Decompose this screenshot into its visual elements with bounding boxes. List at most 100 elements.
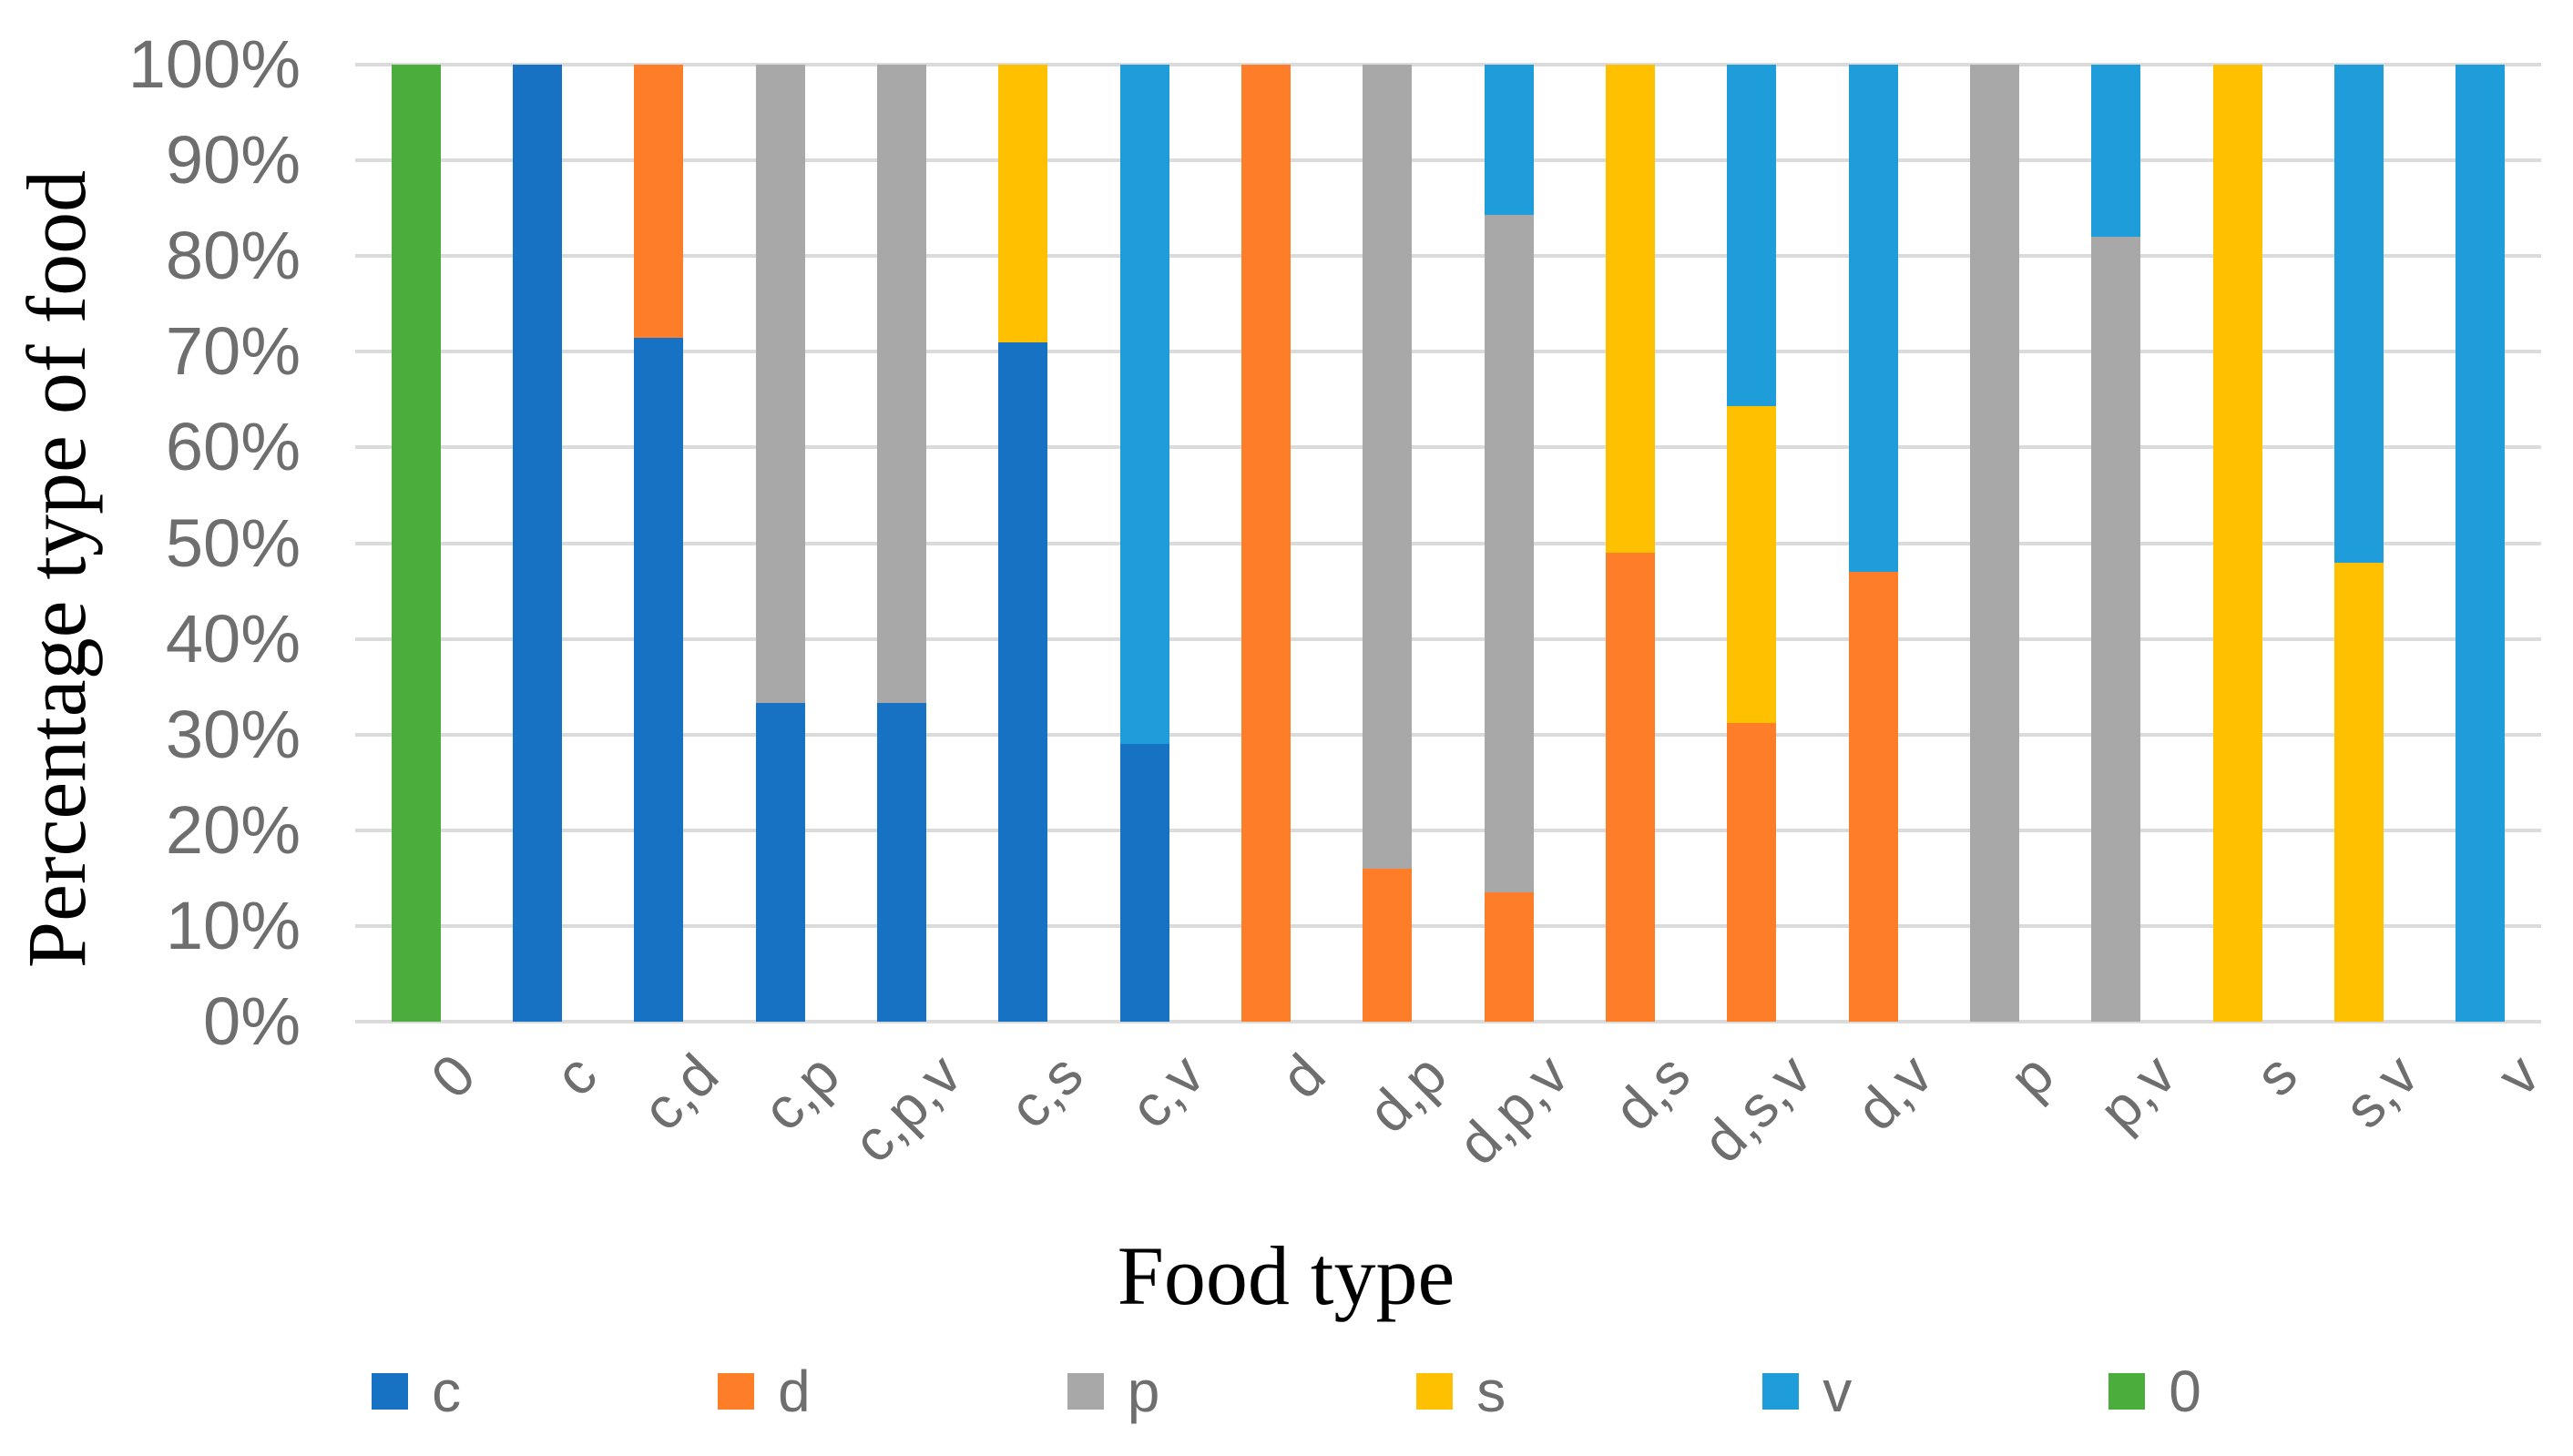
legend-swatch-d — [718, 1373, 755, 1410]
gridline-10 — [355, 923, 2541, 928]
bar-segment-d,s,v-d — [1727, 723, 1777, 1022]
bar-v — [2420, 65, 2541, 1022]
bar-s,v — [2298, 65, 2419, 1022]
bar-s — [2177, 65, 2298, 1022]
x-tick-label-c,d: c,d — [628, 1041, 731, 1144]
bar-segment-c,p-p — [755, 65, 805, 704]
y-tick-label-100: 100% — [128, 26, 301, 102]
x-tick-label-c,p,v: c,p,v — [840, 1041, 974, 1176]
bar-segment-d,p,v-p — [1484, 215, 1534, 893]
bar-p,v — [2056, 65, 2177, 1022]
gridline-30 — [355, 732, 2541, 737]
legend-label-c: c — [432, 1359, 462, 1424]
y-tick-label-80: 80% — [165, 218, 301, 294]
y-tick-label-50: 50% — [165, 504, 301, 581]
legend-item-p: p — [1067, 1359, 1160, 1424]
gridline-80 — [355, 254, 2541, 259]
legend-label-0: 0 — [2169, 1359, 2201, 1424]
bar-segment-c,s-s — [998, 65, 1048, 342]
legend-swatch-s — [1416, 1373, 1454, 1410]
legend-swatch-v — [1762, 1373, 1800, 1410]
x-axis-title: Food type — [1117, 1229, 1455, 1322]
bar-segment-c,p,v-c — [876, 703, 926, 1022]
legend-label-d: d — [778, 1359, 811, 1424]
y-tick-label-90: 90% — [165, 122, 301, 199]
bar-0 — [355, 65, 476, 1022]
legend-label-s: s — [1476, 1359, 1506, 1424]
legend-item-d: d — [718, 1362, 811, 1420]
gridline-90 — [355, 158, 2541, 163]
bar-segment-d,p,v-v — [1484, 65, 1534, 216]
x-tick-label-d,v: d,v — [1843, 1041, 1945, 1144]
gridline-60 — [355, 445, 2541, 450]
bar-segment-d-d — [1241, 65, 1291, 1022]
bar-d,v — [1812, 65, 1934, 1022]
x-tick-label-c,v: c,v — [1117, 1041, 1217, 1141]
y-tick-label-30: 30% — [165, 696, 301, 772]
gridline-100 — [355, 63, 2541, 66]
x-tick-label-d,s: d,s — [1600, 1041, 1702, 1144]
bar-c — [476, 65, 597, 1022]
bar-c,p — [720, 65, 841, 1022]
gridline-70 — [355, 350, 2541, 354]
legend-item-c: c — [372, 1362, 461, 1420]
legend-label-p: p — [1127, 1359, 1160, 1424]
gridline-50 — [355, 541, 2541, 545]
bar-segment-d,v-d — [1848, 572, 1898, 1022]
bar-segment-c,d-c — [634, 337, 684, 1022]
legend-item-s: s — [1416, 1362, 1506, 1420]
bar-segment-v-v — [2456, 65, 2506, 1022]
y-tick-label-60: 60% — [165, 409, 301, 485]
gridline-40 — [355, 636, 2541, 641]
x-tick-label-c: c — [542, 1041, 609, 1109]
bar-segment-c,p,v-p — [876, 65, 926, 704]
x-tick-label-s: s — [2241, 1041, 2310, 1109]
x-tick-label-0: 0 — [418, 1041, 488, 1111]
x-tick-label-d: d — [1268, 1041, 1338, 1111]
bar-d,s,v — [1691, 65, 1812, 1022]
y-tick-label-10: 10% — [165, 887, 301, 963]
bar-segment-d,s-d — [1605, 553, 1655, 1022]
bar-segment-d,s-s — [1605, 65, 1655, 554]
x-tick-label-d,s,v: d,s,v — [1690, 1041, 1824, 1176]
gridline-20 — [355, 828, 2541, 832]
legend-swatch-0 — [2108, 1373, 2146, 1410]
legend-swatch-c — [372, 1373, 409, 1410]
y-tick-label-70: 70% — [165, 313, 301, 390]
bar-segment-c,d-d — [634, 65, 684, 338]
bar-segment-d,v-v — [1848, 65, 1898, 573]
bar-segment-p,v-v — [2091, 65, 2141, 238]
bar-c,s — [963, 65, 1084, 1022]
x-tick-label-v: v — [2485, 1041, 2553, 1109]
x-axis-tick-labels: 0 c c,d c,p c,p,v c,s c,v d d,p d,p,v d,s d,s,v d,v p… — [355, 1041, 2552, 1244]
bar-segment-d,p,v-d — [1484, 892, 1534, 1022]
bar-c,d — [598, 65, 720, 1022]
x-tick-label-d,p,v: d,p,v — [1445, 1041, 1581, 1177]
bar-segment-d,s,v-s — [1727, 406, 1777, 724]
x-tick-label-s,v: s,v — [2332, 1041, 2431, 1141]
y-tick-label-40: 40% — [165, 600, 301, 677]
bar-c,p,v — [841, 65, 962, 1022]
bar-segment-d,s,v-v — [1727, 65, 1777, 407]
x-tick-label-d,p: d,p — [1355, 1041, 1460, 1145]
legend-swatch-p — [1067, 1373, 1104, 1410]
bar-segment-s,v-s — [2333, 562, 2384, 1022]
bar-segment-d,p-d — [1363, 868, 1413, 1022]
x-tick-label-p: p — [1996, 1041, 2067, 1111]
bar-segment-c,v-c — [1119, 744, 1169, 1022]
bar-d — [1205, 65, 1326, 1022]
x-tick-label-c,p: c,p — [750, 1041, 853, 1144]
bars-layer — [355, 65, 2541, 1022]
bar-segment-c,p-c — [755, 703, 805, 1022]
bar-segment-s-s — [2212, 65, 2262, 1022]
bar-segment-0-0 — [391, 65, 441, 1022]
y-tick-label-20: 20% — [165, 791, 301, 868]
gridline-0 — [355, 1020, 2541, 1023]
bar-segment-s,v-v — [2333, 65, 2384, 563]
bar-segment-p-p — [1969, 65, 2019, 1022]
bar-segment-c,s-c — [998, 341, 1048, 1022]
bar-d,p — [1327, 65, 1448, 1022]
bar-segment-c,v-v — [1119, 65, 1169, 745]
